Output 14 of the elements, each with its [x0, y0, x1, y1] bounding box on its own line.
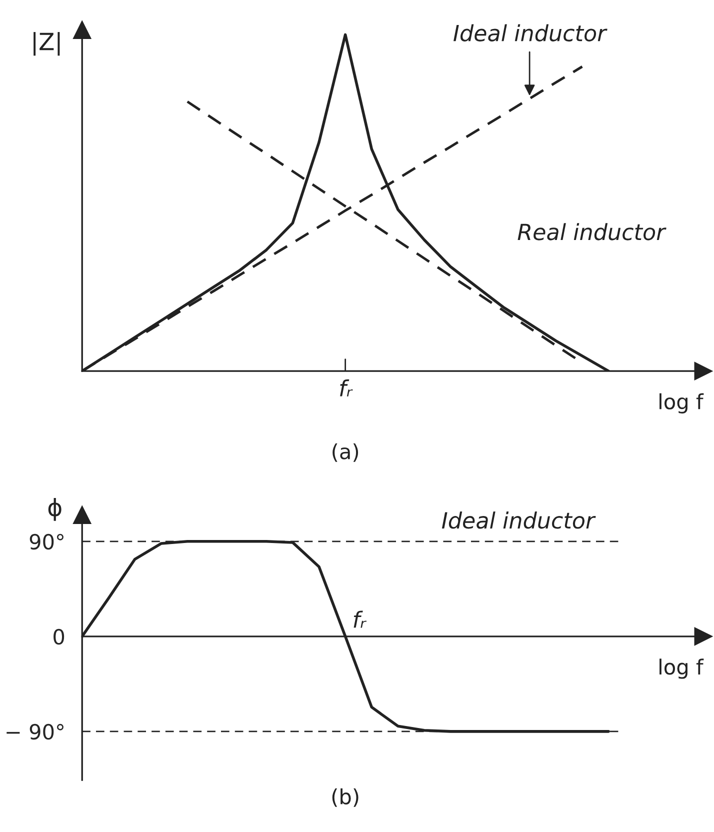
text: fᵣ [340, 379, 353, 396]
text: Real inductor [518, 223, 666, 240]
y-tick-label: 0 [54, 628, 64, 645]
annotation: fᵣ [354, 610, 367, 628]
x-axis-title: log f [660, 393, 704, 414]
y-tick-label: − 90° [6, 724, 64, 740]
series-label: Ideal inductor [454, 24, 608, 42]
ref-line-label: Ideal inductor [442, 512, 596, 529]
x-axis-title: log f [660, 658, 704, 679]
y-axis-title: |Z| [34, 32, 60, 56]
y-axis-title: ϕ [48, 498, 62, 521]
text: (a) [332, 443, 358, 462]
y-tick-label: 90° [30, 534, 64, 550]
text: (b) [332, 788, 358, 807]
